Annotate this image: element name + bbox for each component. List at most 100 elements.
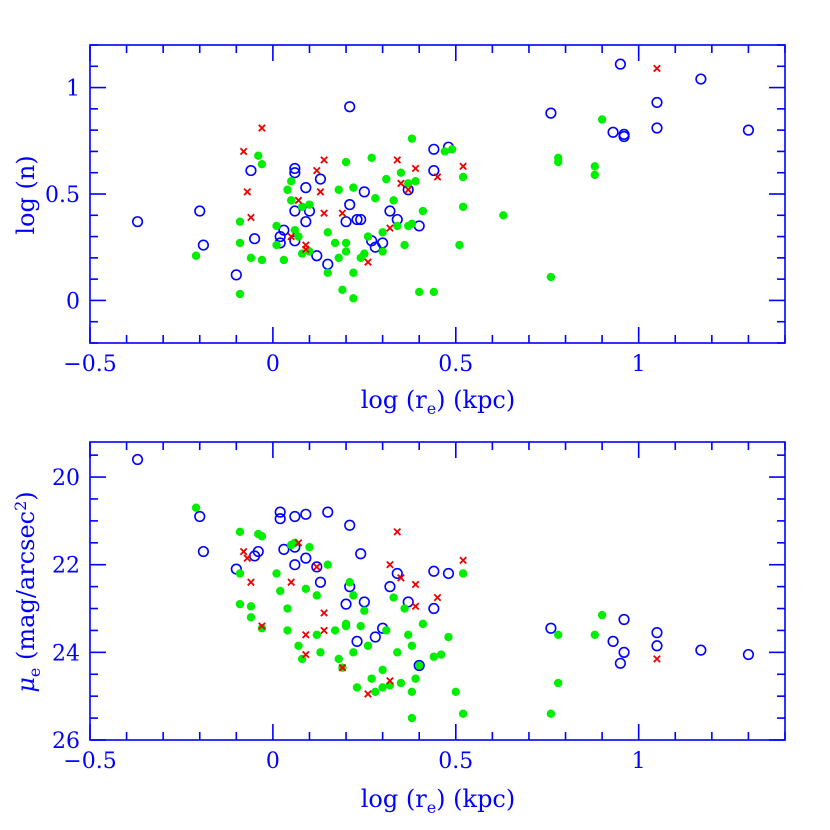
bottom-open-circle-point: [274, 506, 286, 518]
bottom-filled-circle-point: [429, 652, 439, 661]
bottom-open-circle-point: [351, 635, 363, 647]
bottom-open-circle-point: [289, 510, 301, 523]
bottom-panel: −0.5 0 0.5 1 20 22 24 26 log (re) (kpc) μe (mag…: [11, 441, 786, 817]
top-filled-circle-point: [286, 196, 296, 205]
bottom-filled-circle-point: [378, 683, 387, 692]
bottom-open-circle-point: [614, 657, 626, 669]
top-filled-circle-point: [305, 200, 314, 209]
bottom-y-tick-label: 24: [52, 641, 80, 666]
top-filled-circle-point: [590, 170, 599, 180]
top-x-tick-label: 0: [266, 352, 280, 377]
top-filled-circle-point: [338, 285, 347, 294]
bottom-panel-ticks: [89, 442, 786, 741]
top-filled-circle-point: [341, 247, 351, 256]
top-filled-circle-point: [499, 211, 508, 220]
bottom-filled-circle-point: [407, 713, 417, 723]
bottom-cross-point: [386, 677, 394, 685]
bottom-y-tick-label: 20: [52, 466, 80, 491]
bottom-x-tick-label: −0.5: [63, 749, 116, 774]
top-filled-circle-point: [458, 202, 468, 211]
top-open-circle-point: [278, 224, 290, 236]
bottom-panel-frame: [89, 441, 786, 741]
top-filled-circle-point: [341, 238, 351, 248]
bottom-cross-point: [433, 593, 442, 602]
top-filled-circle-point: [393, 221, 402, 231]
top-cross-point: [239, 147, 248, 156]
top-filled-circle-point: [371, 194, 380, 203]
top-open-circle-point: [194, 205, 206, 217]
top-filled-circle-point: [254, 151, 263, 160]
top-open-circle-point: [428, 164, 440, 177]
bottom-open-circle-point: [618, 646, 630, 658]
bottom-filled-circle-point: [415, 661, 424, 670]
bottom-cross-point: [258, 622, 266, 630]
bottom-filled-circle-point: [323, 560, 332, 569]
top-filled-circle-point: [341, 157, 351, 167]
top-filled-circle-point: [330, 238, 340, 248]
top-panel: −0.5 0 0.5 1 0 0.5 1 log (re) (kpc) log (n): [12, 44, 786, 418]
top-filled-circle-point: [334, 253, 343, 263]
bottom-cross-point: [301, 650, 310, 659]
top-cross-point: [411, 164, 420, 173]
bottom-filled-circle-point: [382, 626, 391, 635]
top-filled-circle-point: [272, 221, 281, 231]
top-open-circle-point: [311, 250, 323, 262]
bottom-filled-circle-point: [316, 648, 325, 657]
top-filled-circle-point: [349, 294, 358, 303]
bottom-x-tick-label: 0.5: [438, 749, 473, 774]
bottom-filled-circle-point: [272, 569, 281, 578]
bottom-open-circle-point: [252, 545, 264, 558]
top-filled-circle-point: [367, 153, 376, 163]
top-filled-circle-point: [447, 145, 457, 154]
top-y-tick-label: 0: [66, 289, 80, 314]
top-filled-circle-point: [305, 247, 314, 256]
top-filled-circle-point: [554, 157, 563, 167]
bottom-filled-circle-point: [407, 687, 417, 696]
top-panel-frame: [89, 44, 786, 344]
bottom-cross-point: [411, 580, 420, 589]
top-open-circle-point: [314, 173, 327, 185]
top-filled-circle-point: [272, 240, 281, 250]
top-open-circle-point: [230, 269, 242, 281]
top-filled-circle-point: [407, 134, 417, 143]
top-filled-circle-point: [294, 232, 303, 241]
bottom-cross-point: [393, 528, 402, 536]
bottom-open-circle-point: [651, 627, 663, 639]
bottom-open-circle-point: [651, 640, 663, 652]
bottom-filled-circle-point: [334, 654, 343, 664]
bottom-filled-circle-point: [444, 632, 453, 642]
top-open-circle-point: [651, 96, 663, 109]
bottom-filled-circle-point: [349, 648, 358, 657]
bottom-panel-x-axis-label: log (re) (kpc): [361, 785, 516, 817]
bottom-cross-point: [459, 556, 467, 565]
bottom-open-circle-point: [369, 631, 381, 643]
bottom-open-circle-point: [300, 508, 312, 520]
bottom-cross-point: [364, 690, 372, 698]
bottom-x-tick-label: 0: [266, 749, 280, 774]
top-filled-circle-point: [286, 177, 296, 186]
bottom-filled-circle-point: [400, 604, 409, 613]
top-filled-circle-point: [257, 255, 267, 265]
top-filled-circle-point: [389, 196, 398, 205]
bottom-open-circle-point: [442, 567, 455, 580]
bottom-cross-point: [294, 538, 303, 547]
top-open-circle-point: [340, 216, 352, 228]
bottom-open-circle-point: [358, 596, 370, 608]
top-filled-circle-point: [246, 253, 256, 263]
top-filled-circle-point: [334, 185, 343, 194]
top-open-circle-point: [545, 107, 557, 119]
bottom-open-circle-point: [344, 519, 356, 531]
bottom-open-circle-point: [300, 552, 312, 564]
bottom-panel-y-axis-label: μe (mag/arcsec2): [11, 491, 44, 692]
top-open-circle-point: [249, 233, 261, 245]
bottom-filled-circle-point: [330, 626, 340, 635]
bottom-filled-circle-point: [458, 709, 468, 718]
bottom-filled-circle-point: [378, 665, 387, 675]
top-filled-circle-point: [323, 268, 332, 277]
top-filled-circle-point: [191, 251, 201, 260]
top-panel-ticks: [89, 44, 786, 344]
bottom-filled-circle-point: [276, 586, 285, 596]
top-y-tick-label: 1: [66, 77, 80, 102]
top-filled-circle-point: [323, 228, 332, 237]
top-open-circle-point: [289, 167, 301, 179]
